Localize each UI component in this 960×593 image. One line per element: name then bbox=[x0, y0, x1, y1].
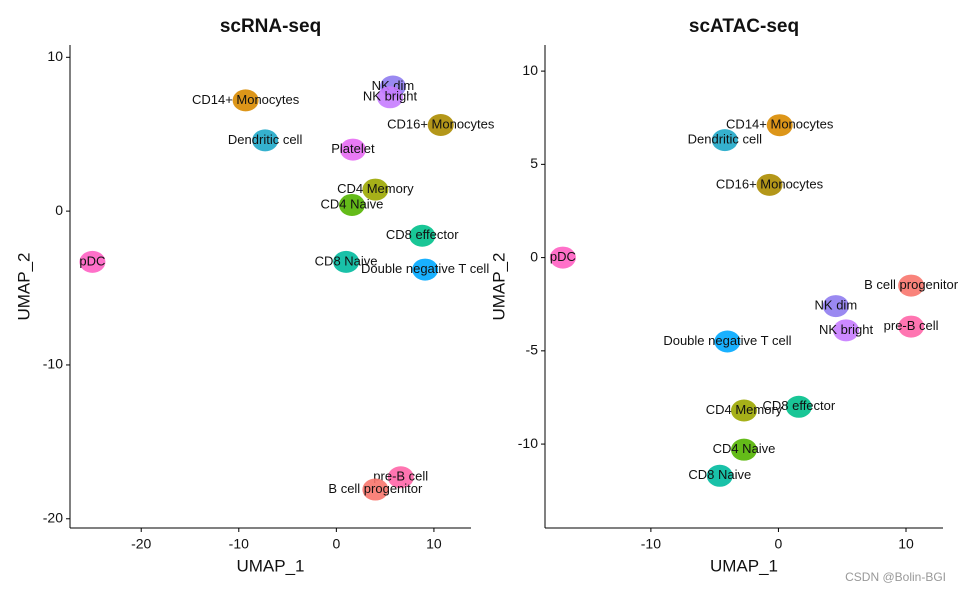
y-tick-label: 10 bbox=[522, 62, 538, 78]
chart-title: scRNA-seq bbox=[220, 16, 321, 37]
cluster-label: NK bright bbox=[819, 322, 874, 337]
y-tick-label: 10 bbox=[47, 48, 63, 64]
cluster bbox=[409, 224, 436, 247]
cluster bbox=[785, 395, 812, 418]
x-tick-label: 10 bbox=[426, 536, 442, 552]
cluster-label: NK bright bbox=[363, 89, 418, 104]
cluster-label: CD4 Memory bbox=[706, 402, 783, 417]
cluster-label: pDC bbox=[550, 249, 576, 264]
cluster-label: Platelet bbox=[331, 141, 375, 156]
cluster-label: CD16+ Monocytes bbox=[716, 176, 824, 191]
cluster bbox=[412, 258, 439, 281]
cluster bbox=[706, 464, 733, 487]
cluster bbox=[711, 129, 738, 152]
cluster-label: CD14+ Monocytes bbox=[192, 92, 300, 107]
cluster bbox=[898, 315, 925, 338]
cluster bbox=[549, 246, 576, 269]
cluster-label: B cell progenitor bbox=[328, 481, 423, 496]
cluster bbox=[79, 250, 106, 273]
cluster bbox=[898, 274, 925, 297]
cluster bbox=[427, 113, 454, 136]
cluster bbox=[833, 319, 860, 342]
cluster-label: pre-B cell bbox=[373, 469, 428, 484]
y-tick-label: 0 bbox=[530, 248, 538, 264]
cluster-label: Double negative T cell bbox=[361, 261, 489, 276]
cluster-label: Dendritic cell bbox=[228, 132, 303, 147]
panel: scATAC-seq UMAP_1 UMAP_2 -10 0 10 -10 -5 0 5 10 CD1… bbox=[489, 16, 958, 575]
y-tick-label: 0 bbox=[55, 202, 63, 218]
cluster bbox=[339, 138, 366, 161]
cluster bbox=[766, 114, 793, 137]
y-tick-label: -5 bbox=[526, 342, 539, 358]
cluster-label: B cell progenitor bbox=[864, 277, 959, 292]
x-tick-label: -10 bbox=[229, 536, 249, 552]
cluster-label: CD8 Naive bbox=[688, 467, 751, 482]
x-axis-label: UMAP_1 bbox=[710, 556, 778, 575]
cluster bbox=[362, 178, 389, 201]
cluster bbox=[333, 250, 360, 273]
cluster bbox=[338, 193, 365, 216]
cluster bbox=[377, 86, 404, 109]
cluster-label: pDC bbox=[79, 253, 105, 268]
panel: scRNA-seq UMAP_1 UMAP_2 -20 -10 0 10 -20 -10 0 10 C… bbox=[14, 16, 494, 575]
cluster bbox=[232, 89, 259, 112]
cluster-label: CD8 effector bbox=[762, 398, 835, 413]
cluster bbox=[756, 173, 783, 196]
y-axis-label: UMAP_2 bbox=[489, 252, 508, 320]
chart-title: scATAC-seq bbox=[689, 16, 799, 37]
watermark: CSDN @Bolin-BGI bbox=[845, 570, 946, 584]
x-axis-label: UMAP_1 bbox=[236, 556, 304, 575]
y-tick-label: -10 bbox=[518, 435, 538, 451]
cluster bbox=[387, 466, 414, 489]
y-axis-label: UMAP_2 bbox=[14, 252, 33, 320]
cluster bbox=[252, 129, 279, 152]
y-tick-label: -10 bbox=[43, 356, 63, 372]
cluster bbox=[731, 438, 757, 461]
cluster-label: CD4 Naive bbox=[713, 441, 776, 456]
cluster-label: CD4 Naive bbox=[321, 196, 384, 211]
cluster bbox=[714, 330, 741, 353]
cluster-label: CD8 Naive bbox=[315, 253, 378, 268]
x-tick-label: -20 bbox=[131, 536, 151, 552]
cluster bbox=[362, 478, 389, 501]
cluster-label: CD16+ Monocytes bbox=[387, 116, 495, 131]
x-tick-label: 0 bbox=[332, 536, 340, 552]
cluster-label: NK dim bbox=[815, 298, 858, 313]
x-tick-label: 0 bbox=[775, 536, 783, 552]
cluster-label: CD4 Memory bbox=[337, 181, 414, 196]
y-tick-label: 5 bbox=[530, 155, 538, 171]
cluster-label: CD8 effector bbox=[386, 227, 459, 242]
cluster-label: pre-B cell bbox=[884, 318, 939, 333]
y-tick-label: -20 bbox=[43, 509, 63, 525]
cluster bbox=[731, 399, 757, 422]
cluster-label: Double negative T cell bbox=[663, 333, 791, 348]
x-tick-label: -10 bbox=[641, 536, 661, 552]
cluster-label: CD14+ Monocytes bbox=[726, 117, 834, 132]
cluster bbox=[822, 295, 849, 318]
x-tick-label: 10 bbox=[898, 536, 914, 552]
cluster-label: Dendritic cell bbox=[688, 132, 763, 147]
